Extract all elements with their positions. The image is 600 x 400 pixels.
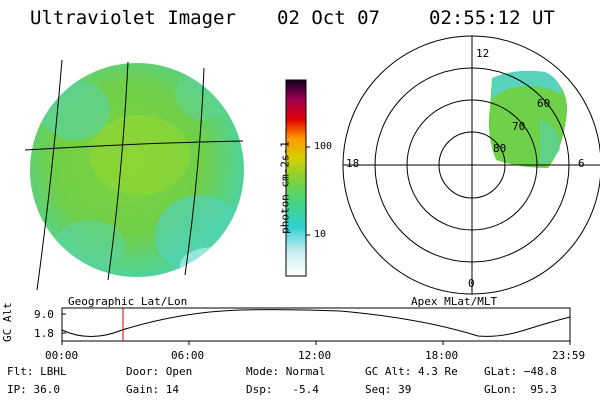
mlat-label-80: 80 <box>493 142 507 155</box>
x-tick-1800: 18:00 <box>425 349 459 362</box>
status-seq: Seq: 39 <box>365 383 412 396</box>
status-gain: Gain: 14 <box>126 383 179 396</box>
status-flt: Flt: LBHL <box>7 365 67 378</box>
alt-tick-1-8: 1.8 <box>34 327 54 340</box>
x-tick-0000: 00:00 <box>45 349 79 362</box>
status-dsp: Dsp: -5.4 <box>246 383 319 396</box>
mlt-label-6: 6 <box>578 157 585 170</box>
mlat-label-70: 70 <box>512 120 526 133</box>
status-glon: GLon: 95.3 <box>484 383 557 396</box>
status-ip: IP: 36.0 <box>7 383 60 396</box>
geo-grid <box>24 59 244 291</box>
status-mode: Mode: Normal <box>246 365 326 378</box>
mlat-label-60: 60 <box>537 97 551 110</box>
alt-tick-9: 9.0 <box>34 308 54 321</box>
mlt-label-0: 0 <box>468 277 475 290</box>
mlt-label-12: 12 <box>476 47 490 60</box>
right-caption: Apex MLat/MLT <box>411 295 498 308</box>
colorbar-tick-100: 100 <box>314 141 333 152</box>
status-glat: GLat: −48.8 <box>484 365 557 378</box>
x-tick-2359: 23:59 <box>552 349 586 362</box>
time-label: 02:55:12 UT <box>429 7 555 29</box>
alt-ylabel: GC Alt <box>1 302 14 342</box>
x-tick-0600: 06:00 <box>171 349 205 362</box>
status-door: Door: Open <box>126 365 193 378</box>
instrument-title: Ultraviolet Imager <box>30 7 236 29</box>
status-gcalt: GC Alt: 4.3 Re <box>365 365 458 378</box>
mlt-label-18: 18 <box>346 157 360 170</box>
altitude-curve <box>61 309 571 337</box>
left-caption: Geographic Lat/Lon <box>68 295 188 308</box>
colorbar-tick-10: 10 <box>314 229 327 240</box>
polar-grid <box>342 35 600 295</box>
x-tick-1200: 12:00 <box>298 349 332 362</box>
date-label: 02 Oct 07 <box>277 7 380 29</box>
